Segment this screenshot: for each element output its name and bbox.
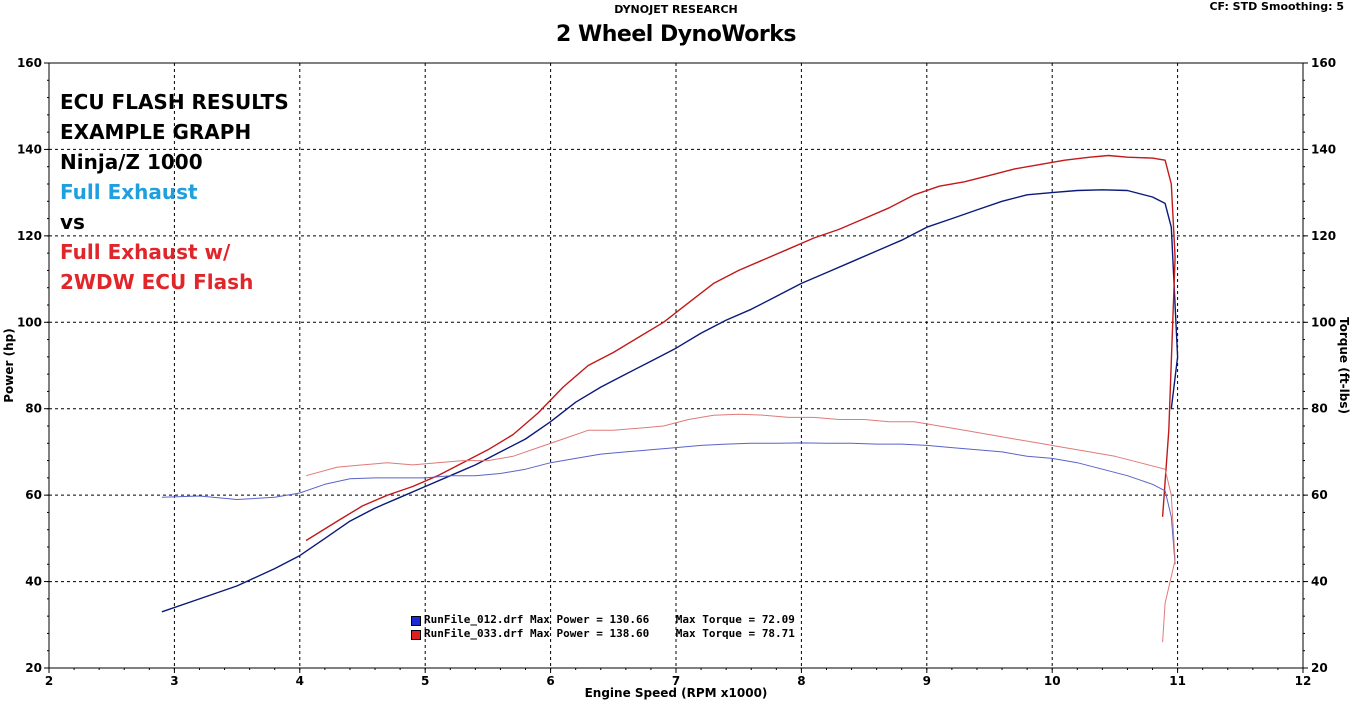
y-tick-label: 140 (17, 142, 42, 156)
y2-axis-label: Torque (ft-lbs) (1337, 317, 1351, 414)
series-runfile-012-drf-torque-line (161, 442, 1176, 565)
y-tick-label: 160 (17, 56, 42, 70)
x-tick-label: 4 (296, 674, 304, 688)
legend-swatch-run-033 (411, 630, 421, 640)
y2-tick-label: 60 (1311, 488, 1328, 502)
x-tick-label: 7 (672, 674, 680, 688)
y2-tick-label: 20 (1311, 661, 1328, 675)
y2-tick-label: 140 (1311, 142, 1336, 156)
y2-tick-label: 80 (1311, 402, 1328, 416)
series-runfile-033-drf-torque-line (305, 413, 1176, 643)
x-tick-label: 8 (797, 674, 805, 688)
annotation-line-6: Full Exhaust w/ (60, 240, 231, 264)
annotation-line-2: EXAMPLE GRAPH (60, 120, 252, 144)
y-tick-label: 20 (25, 661, 42, 675)
y-tick-label: 60 (25, 488, 42, 502)
legend-text-run-033: RunFile_033.drf Max Power = 138.60 Max T… (424, 627, 795, 640)
chart-series-layer (161, 154, 1179, 643)
annotation-line-5: vs (60, 210, 85, 234)
y-tick-label: 40 (25, 575, 42, 589)
legend-row-run-012: RunFile_012.drf Max Power = 130.66 Max T… (411, 614, 795, 662)
x-tick-label: 12 (1295, 674, 1312, 688)
annotation-line-1: ECU FLASH RESULTS (60, 90, 289, 114)
series-runfile-012-drf-power-line (161, 189, 1179, 613)
y2-tick-label: 120 (1311, 229, 1336, 243)
x-tick-label: 6 (546, 674, 554, 688)
x-tick-label: 9 (923, 674, 931, 688)
y-tick-label: 100 (17, 315, 42, 329)
y2-tick-label: 160 (1311, 56, 1336, 70)
legend-text-run-012: RunFile_012.drf Max Power = 130.66 Max T… (424, 613, 795, 626)
series-runfile-033-drf-power-line (305, 154, 1176, 542)
annotation-line-4: Full Exhaust (60, 180, 198, 204)
x-tick-label: 2 (45, 674, 53, 688)
dynojet-brand-text: DYNOJET RESEARCH (614, 3, 738, 16)
chart-grid (49, 63, 1303, 668)
x-axis-label: Engine Speed (RPM x1000) (585, 686, 768, 700)
legend-row-run-033: RunFile_033.drf Max Power = 138.60 Max T… (411, 628, 795, 676)
x-tick-label: 3 (170, 674, 178, 688)
x-tick-label: 11 (1169, 674, 1186, 688)
x-tick-label: 5 (421, 674, 429, 688)
correction-smoothing-info: CF: STD Smoothing: 5 (1209, 0, 1344, 13)
y-tick-label: 120 (17, 229, 42, 243)
y-axis-label: Power (hp) (2, 328, 16, 402)
y2-tick-label: 40 (1311, 575, 1328, 589)
chart-title: 2 Wheel DynoWorks (556, 22, 797, 47)
y2-tick-label: 100 (1311, 315, 1336, 329)
legend-swatch-run-012 (411, 616, 421, 626)
annotation-line-7: 2WDW ECU Flash (60, 270, 254, 294)
annotation-line-3: Ninja/Z 1000 (60, 150, 203, 174)
x-tick-label: 10 (1044, 674, 1061, 688)
y-tick-label: 80 (25, 402, 42, 416)
